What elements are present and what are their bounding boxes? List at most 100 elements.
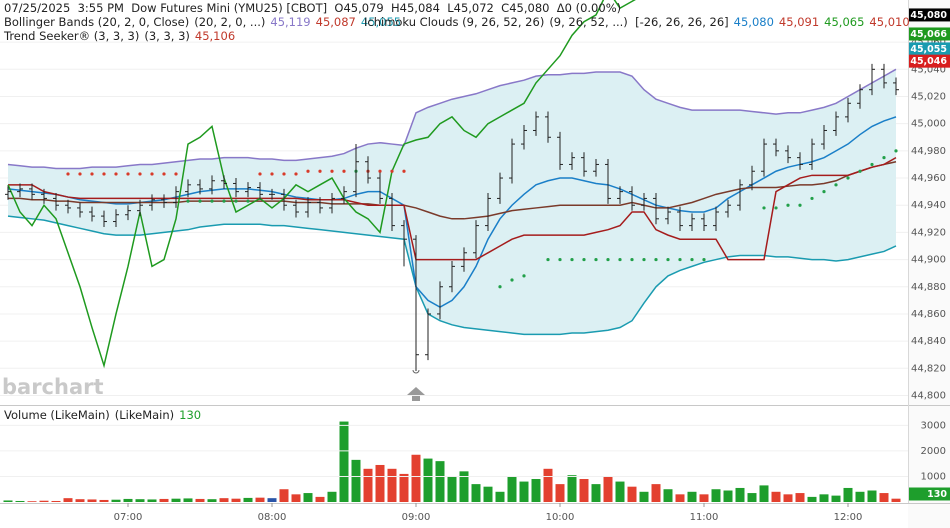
volume-bar (579, 479, 589, 502)
trend-dot (498, 285, 502, 289)
quote-summary: 07/25/2025 3:55 PM Dow Futures Mini (YMU… (4, 1, 622, 15)
x-tick-label: 10:00 (546, 512, 575, 523)
volume-bar (183, 498, 193, 502)
volume-bar (87, 499, 97, 502)
volume-bar (423, 458, 433, 502)
trend-dot (654, 257, 658, 262)
indicator-reading: 45,106 (194, 29, 236, 43)
volume-bar (483, 486, 493, 502)
volume-bar (783, 494, 793, 502)
trend-dot (594, 257, 598, 262)
header-line: 07/25/2025 3:55 PM Dow Futures Mini (YMU… (4, 1, 626, 15)
trend-dot (558, 257, 562, 262)
price-badge (909, 42, 950, 56)
volume-bar (447, 476, 457, 502)
trend-dot (246, 199, 250, 203)
price-badge (909, 54, 950, 68)
trend-dot (138, 172, 142, 176)
low-arrow (407, 387, 425, 401)
indicator-entry: Bollinger Bands (20, 2, 0, Close) (20, 2,… (4, 15, 406, 29)
indicator-name: Ichimoku Clouds (9, 26, 52, 26) (364, 15, 545, 29)
trend-dot (270, 172, 274, 176)
price-badge-label: 45,055 (910, 44, 947, 55)
volume-bar (891, 498, 901, 502)
y-tick-label: 44,940 (911, 200, 946, 211)
y-tick-label: 45,040 (911, 64, 946, 75)
x-tick-label: 09:00 (402, 512, 431, 523)
indicator-name: Bollinger Bands (20, 2, 0, Close) (4, 15, 190, 29)
volume-bar (171, 498, 181, 502)
trend-dot (618, 257, 622, 262)
volume-params: (LikeMain) (114, 408, 175, 422)
volume-title: Volume (LikeMain) (4, 408, 110, 422)
volume-bar (879, 493, 889, 502)
volume-reading: 130 (179, 408, 202, 422)
indicator-reading: 45,119 (270, 15, 311, 29)
trend-dot (870, 162, 874, 167)
y-tick-label: 2000 (921, 446, 946, 457)
trend-dot (66, 172, 70, 176)
trend-dot (342, 169, 346, 173)
volume-bar (15, 500, 25, 502)
volume-bar (591, 484, 601, 502)
trend-dot (114, 172, 118, 176)
indicator-reading: 45,087 (315, 15, 356, 29)
volume-bar (555, 484, 565, 502)
volume-bar (699, 494, 709, 502)
indicator-reading: 45,091 (778, 15, 820, 29)
indicator-reading: 45,065 (824, 15, 865, 29)
trend-dot (258, 172, 262, 176)
volume-bar (723, 490, 733, 502)
indicator-params: (3, 3, 3) (144, 29, 190, 43)
indicator-line (8, 160, 897, 220)
trend-dot (294, 172, 298, 176)
trend-dot (582, 257, 586, 262)
trend-dot (678, 257, 682, 262)
trend-dot (690, 257, 694, 262)
x-tick-label: 07:00 (114, 512, 143, 523)
volume-bar (99, 499, 109, 502)
volume-bar (195, 498, 205, 502)
volume-bar (507, 476, 517, 502)
volume-bar (867, 490, 877, 502)
volume-bar (39, 500, 49, 502)
axis-background (908, 0, 950, 528)
trend-dot (306, 169, 310, 173)
volume-bar (771, 491, 781, 502)
price-badge (909, 27, 950, 41)
volume-bar (795, 493, 805, 502)
volume-bar (747, 493, 757, 502)
trend-dot (90, 172, 94, 176)
trend-dot (786, 203, 790, 207)
volume-bar (543, 468, 553, 502)
volume-bar (51, 500, 61, 502)
trend-dot (390, 169, 394, 173)
volume-bar (735, 487, 745, 502)
volume-bar (519, 481, 529, 502)
volume-bar (279, 489, 289, 502)
y-tick-label: 45,000 (911, 119, 946, 130)
volume-bar (807, 496, 817, 502)
volume-bar (291, 494, 301, 502)
volume-bar (75, 499, 85, 502)
price-plot (0, 0, 908, 396)
volume-bar (639, 491, 649, 502)
volume-bar (159, 498, 169, 502)
volume-bar (27, 501, 37, 502)
trend-dot (186, 199, 190, 203)
trend-dot (570, 257, 574, 262)
volume-bar (651, 484, 661, 502)
volume-bar (303, 493, 313, 502)
volume-bar (243, 497, 253, 502)
trend-dot (822, 190, 826, 194)
y-tick-label: 44,840 (911, 336, 946, 347)
indicator-line (7, 116, 897, 309)
indicator-entry: Trend Seeker® (3, 3, 3) (3, 3, 3) 45,106 (4, 29, 240, 43)
trend-dot (810, 196, 814, 201)
price-badge-label: 45,080 (910, 10, 947, 21)
volume-bar (123, 498, 133, 502)
volume-bar (231, 498, 241, 502)
volume-bar (375, 464, 385, 502)
